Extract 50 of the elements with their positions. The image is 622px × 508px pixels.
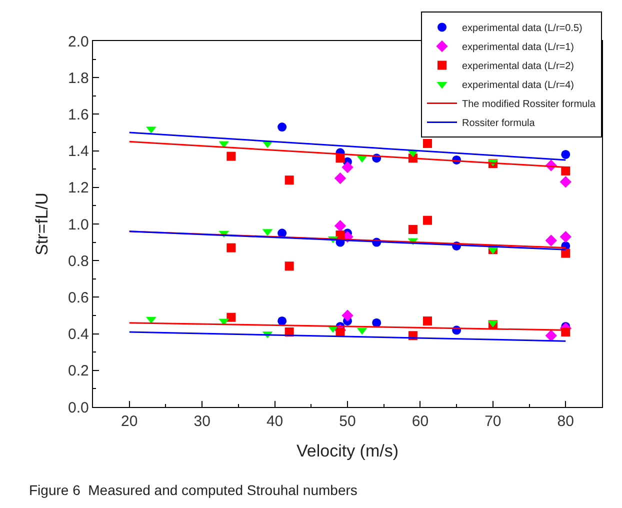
- x-axis-title: Velocity (m/s): [296, 442, 399, 460]
- y-tick-label: 1.2: [68, 180, 89, 197]
- y-tick-label: 0.8: [68, 252, 89, 270]
- point: [226, 312, 236, 322]
- legend-label: experimental data (L/r=4): [462, 80, 574, 92]
- y-tick-label: 1.6: [68, 106, 89, 124]
- point: [284, 262, 294, 271]
- point: [334, 172, 346, 184]
- legend-label: experimental data (L/r=0.5): [462, 23, 582, 34]
- legend-label: experimental data (L/r=2): [462, 61, 574, 72]
- x-tick-label: 80: [557, 413, 574, 430]
- point: [284, 176, 294, 185]
- point: [561, 166, 570, 176]
- point: [561, 150, 570, 159]
- point: [342, 310, 354, 322]
- y-tick-label: 0.6: [68, 289, 89, 306]
- x-tick-label: 20: [121, 413, 138, 430]
- x-tick-label: 50: [339, 413, 356, 430]
- y-axis-title: Str=fL/U: [32, 192, 52, 256]
- x-tick-label: 70: [484, 413, 502, 430]
- caption: Figure 6 Measured and computed Strouhal numbers: [29, 482, 358, 498]
- point: [226, 152, 236, 161]
- x-tick-label: 30: [194, 413, 210, 430]
- point: [226, 243, 236, 252]
- point: [545, 330, 557, 342]
- point: [422, 138, 432, 148]
- point: [334, 220, 346, 232]
- point: [561, 248, 570, 258]
- y-tick-label: 1.0: [68, 216, 89, 234]
- y-tick-label: 1.4: [68, 143, 89, 160]
- point: [408, 224, 418, 234]
- y-tick-label: 2.0: [68, 33, 89, 50]
- y-tick-label: 0.4: [68, 326, 89, 344]
- point: [422, 216, 432, 225]
- y-tick-label: 0.0: [68, 399, 89, 416]
- point: [278, 122, 287, 132]
- point: [560, 230, 572, 243]
- point: [342, 161, 354, 174]
- legend-label: Rossiter formula: [462, 118, 536, 130]
- x-tick-label: 40: [266, 413, 284, 430]
- legend-label: experimental data (L/r=1): [462, 42, 574, 54]
- legend-label: The modified Rossiter formula: [462, 99, 596, 110]
- x-tick-label: 60: [412, 413, 429, 430]
- point: [422, 316, 432, 326]
- y-tick-label: 0.2: [68, 362, 89, 380]
- point: [561, 327, 570, 336]
- point: [560, 176, 572, 188]
- point: [545, 234, 557, 246]
- y-tick-label: 1.8: [68, 70, 89, 87]
- point: [278, 316, 287, 326]
